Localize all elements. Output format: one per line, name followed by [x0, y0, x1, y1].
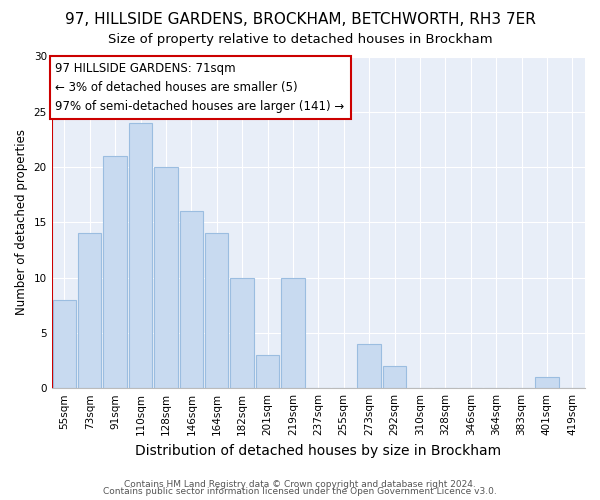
Bar	[256, 355, 279, 388]
Text: 97 HILLSIDE GARDENS: 71sqm
← 3% of detached houses are smaller (5)
97% of semi-d: 97 HILLSIDE GARDENS: 71sqm ← 3% of detac…	[55, 62, 345, 113]
Bar	[383, 366, 406, 388]
Bar	[129, 123, 152, 388]
Text: Contains public sector information licensed under the Open Government Licence v3: Contains public sector information licen…	[103, 488, 497, 496]
Bar	[154, 167, 178, 388]
Bar	[535, 377, 559, 388]
Bar	[230, 278, 254, 388]
Bar	[103, 156, 127, 388]
Text: Size of property relative to detached houses in Brockham: Size of property relative to detached ho…	[107, 32, 493, 46]
Y-axis label: Number of detached properties: Number of detached properties	[15, 130, 28, 316]
Bar	[179, 212, 203, 388]
Text: Contains HM Land Registry data © Crown copyright and database right 2024.: Contains HM Land Registry data © Crown c…	[124, 480, 476, 489]
Bar	[358, 344, 381, 388]
X-axis label: Distribution of detached houses by size in Brockham: Distribution of detached houses by size …	[135, 444, 502, 458]
Bar	[281, 278, 305, 388]
Text: 97, HILLSIDE GARDENS, BROCKHAM, BETCHWORTH, RH3 7ER: 97, HILLSIDE GARDENS, BROCKHAM, BETCHWOR…	[65, 12, 535, 28]
Bar	[53, 300, 76, 388]
Bar	[78, 234, 101, 388]
Bar	[205, 234, 229, 388]
